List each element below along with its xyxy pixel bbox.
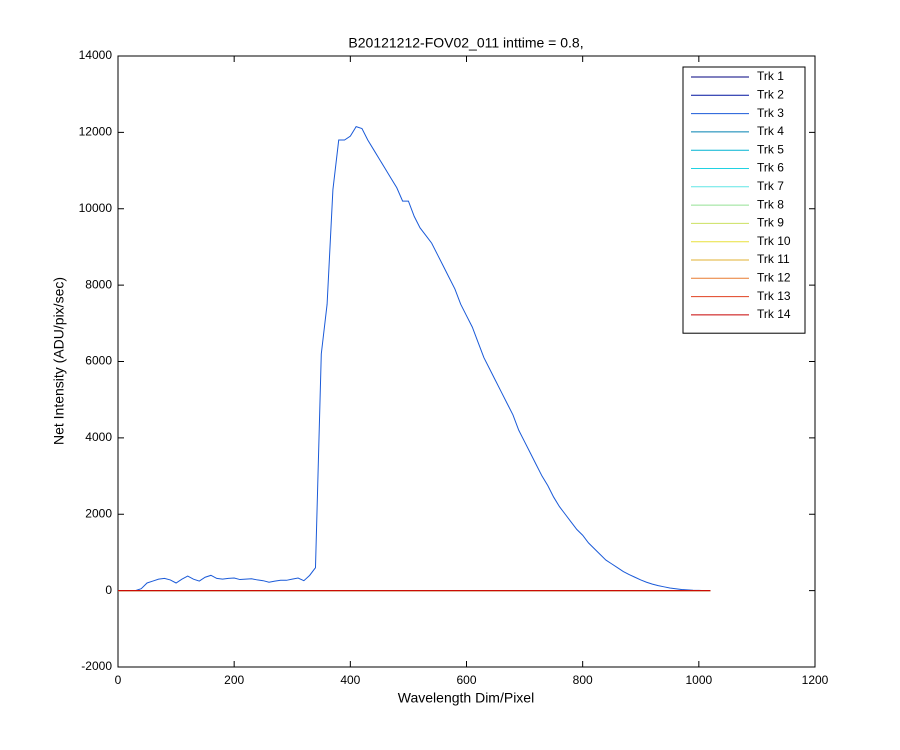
- x-tick-label: 200: [224, 673, 244, 687]
- legend-label: Trk 5: [757, 142, 784, 156]
- y-tick-label: 4000: [85, 430, 112, 444]
- y-tick-label: 6000: [85, 354, 112, 368]
- legend-label: Trk 1: [757, 69, 784, 83]
- x-tick-label: 1000: [685, 673, 712, 687]
- legend-label: Trk 10: [757, 234, 791, 248]
- series-line: [118, 126, 711, 592]
- legend-label: Trk 7: [757, 179, 784, 193]
- x-tick-label: 0: [115, 673, 122, 687]
- y-tick-label: 2000: [85, 506, 112, 520]
- y-tick-label: 14000: [79, 48, 113, 62]
- x-tick-label: 1200: [802, 673, 829, 687]
- legend-label: Trk 6: [757, 161, 784, 175]
- legend-label: Trk 2: [757, 87, 784, 101]
- y-tick-label: 12000: [79, 125, 113, 139]
- y-tick-label: 10000: [79, 201, 113, 215]
- legend-label: Trk 3: [757, 106, 784, 120]
- y-tick-label: -2000: [81, 659, 112, 673]
- legend-label: Trk 14: [757, 307, 791, 321]
- x-tick-label: 400: [340, 673, 360, 687]
- y-axis-label: Net Intensity (ADU/pix/sec): [51, 277, 67, 445]
- legend-label: Trk 4: [757, 124, 784, 138]
- x-tick-label: 600: [456, 673, 476, 687]
- legend-box: [682, 66, 806, 334]
- x-axis-label: Wavelength Dim/Pixel: [398, 690, 534, 706]
- legend-label: Trk 12: [757, 270, 791, 284]
- legend-label: Trk 13: [757, 289, 791, 303]
- x-tick-label: 800: [573, 673, 593, 687]
- chart-title: B20121212-FOV02_011 inttime = 0.8,: [348, 35, 583, 51]
- y-tick-label: 8000: [85, 277, 112, 291]
- y-tick-label: 0: [105, 583, 112, 597]
- legend-label: Trk 11: [757, 252, 790, 266]
- legend-label: Trk 8: [757, 197, 784, 211]
- legend-label: Trk 9: [757, 216, 784, 230]
